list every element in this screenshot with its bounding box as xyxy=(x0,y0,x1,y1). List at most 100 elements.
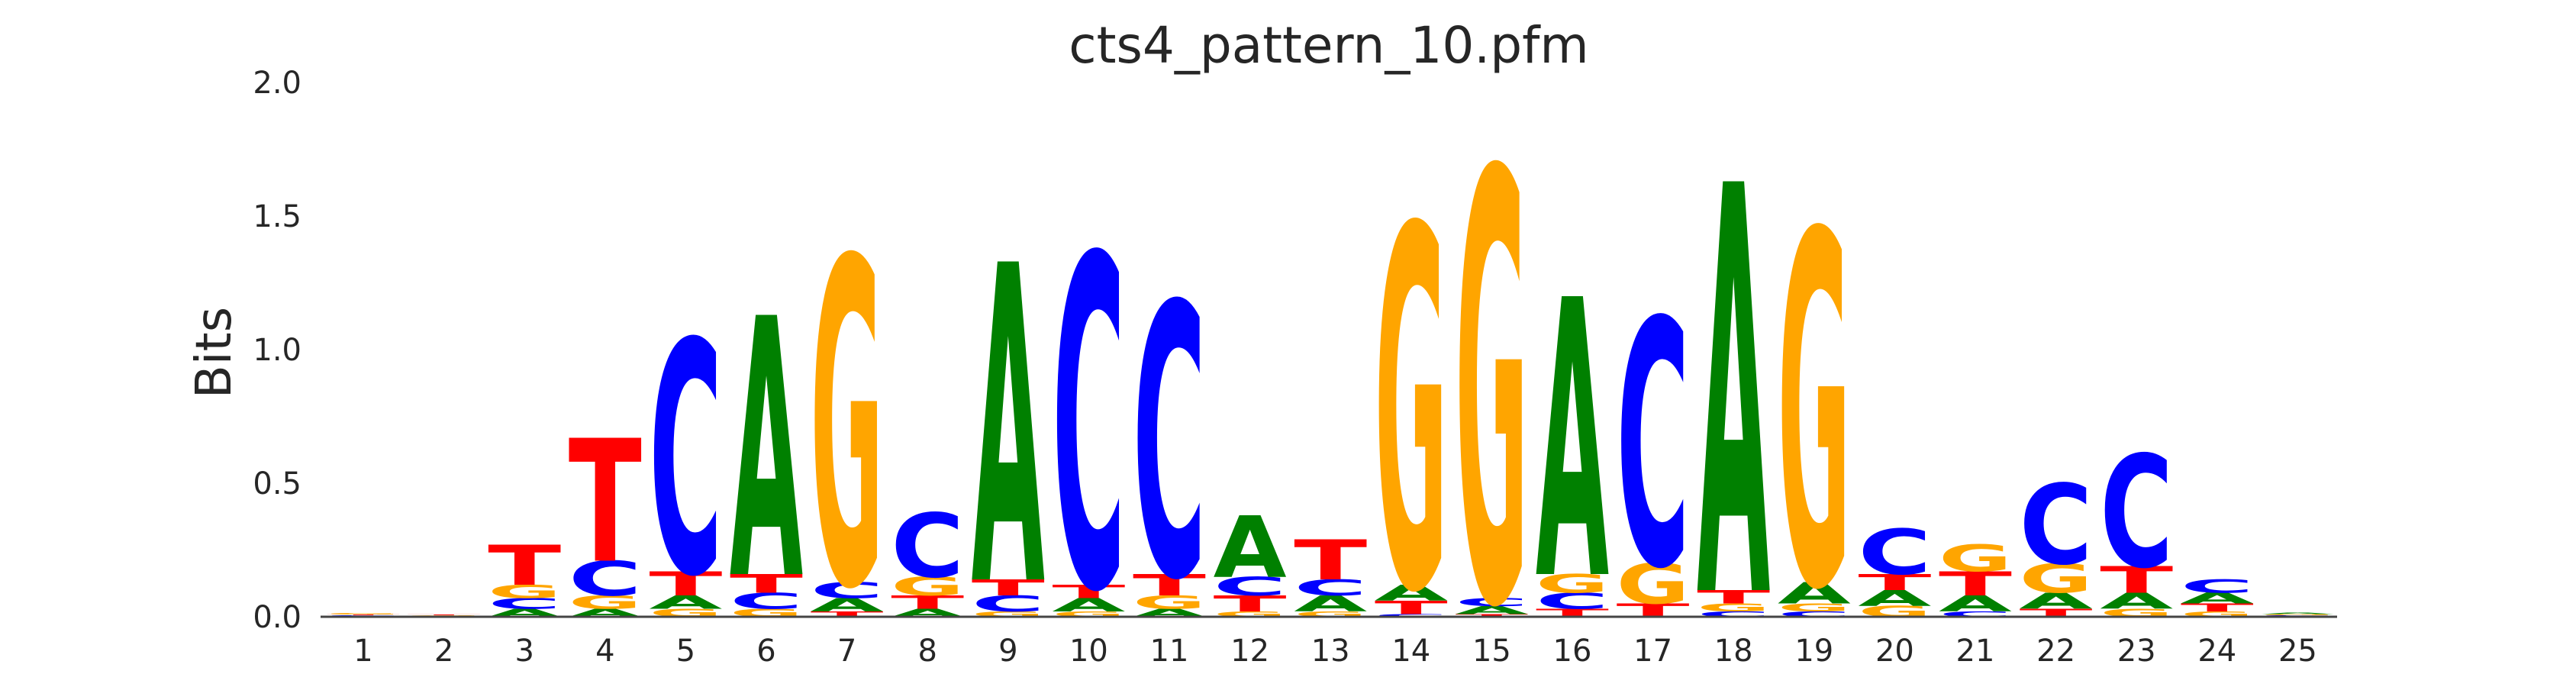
logo-letter-G: G xyxy=(2261,614,2334,615)
logo-letter-A: A xyxy=(730,246,804,659)
logo-letter-T: T xyxy=(972,575,1045,600)
logo-letter-C: C xyxy=(2181,576,2254,598)
logo-letter-G: G xyxy=(1778,602,1851,614)
logo-letter-T: T xyxy=(891,592,964,613)
x-tick-label: 18 xyxy=(1714,634,1753,669)
logo-letter-C: C xyxy=(1214,572,1287,602)
logo-letter-C: C xyxy=(649,276,722,647)
logo-letter-A: A xyxy=(2181,590,2254,607)
logo-letter-T: T xyxy=(1133,569,1206,603)
logo-letter-A: A xyxy=(1858,585,1931,611)
x-tick-label: 25 xyxy=(2278,634,2317,669)
x-tick-label: 17 xyxy=(1633,634,1672,669)
logo-letter-A: A xyxy=(811,595,884,616)
logo-letter-C: C xyxy=(1133,227,1206,663)
x-tick-label: 6 xyxy=(756,634,775,669)
logo-letter-T: T xyxy=(327,614,400,616)
logo-letter-C: C xyxy=(1697,610,1770,618)
logo-letter-G: G xyxy=(2020,556,2093,602)
logo-letter-T: T xyxy=(2100,559,2173,602)
logo-letter-C: C xyxy=(2261,615,2334,617)
x-tick-label: 4 xyxy=(595,634,614,669)
logo-letter-C: C xyxy=(1536,589,1609,614)
logo-letter-A: A xyxy=(1052,595,1125,616)
logo-letter-C: C xyxy=(327,615,400,617)
logo-letter-C: C xyxy=(891,496,964,598)
logo-stacks: ACTGACGTACGTAGCTGATCGCTATACGATGCGCTAGATC… xyxy=(327,52,2335,687)
logo-letter-A: A xyxy=(1697,70,1771,687)
logo-letter-C: C xyxy=(730,589,803,614)
logo-letter-T: T xyxy=(1375,597,1448,618)
logo-letter-T: T xyxy=(1052,581,1125,602)
logo-letter-T: T xyxy=(1294,529,1367,593)
logo-letter-C: C xyxy=(2100,424,2173,603)
x-tick-label: 8 xyxy=(917,634,937,669)
logo-letter-T: T xyxy=(1858,569,1931,595)
y-tick-label: 0.0 xyxy=(253,600,301,635)
y-tick-label: 0.5 xyxy=(253,466,301,502)
logo-letter-A: A xyxy=(2261,612,2334,614)
logo-letter-A: A xyxy=(1939,591,2012,617)
logo-letter-C: C xyxy=(1375,614,1448,618)
logo-letter-A: A xyxy=(1214,498,1287,597)
logo-letter-G: G xyxy=(1617,553,1690,617)
logo-letter-G: G xyxy=(811,167,884,687)
logo-letter-C: C xyxy=(811,578,884,603)
x-tick-label: 1 xyxy=(353,634,372,669)
logo-letter-T: T xyxy=(811,610,884,618)
logo-letter-G: G xyxy=(1778,134,1851,687)
logo-letter-G: G xyxy=(1133,592,1206,613)
logo-letter-G: G xyxy=(1939,537,2012,580)
x-tick-label: 20 xyxy=(1875,634,1914,669)
logo-letter-A: A xyxy=(972,176,1046,683)
logo-letter-G: G xyxy=(1375,126,1448,687)
logo-letter-C: C xyxy=(569,552,642,607)
logo-letter-A: A xyxy=(1536,220,1610,664)
x-tick-label: 3 xyxy=(514,634,534,669)
x-tick-label: 22 xyxy=(2036,634,2075,669)
x-tick-label: 14 xyxy=(1391,634,1430,669)
logo-letter-G: G xyxy=(327,613,400,615)
logo-letter-A: A xyxy=(2100,589,2173,614)
logo-letter-G: G xyxy=(2181,610,2254,618)
logo-letter-G: G xyxy=(488,581,561,602)
logo-letter-T: T xyxy=(569,404,642,601)
x-tick-label: 16 xyxy=(1553,634,1592,669)
x-tick-label: 10 xyxy=(1069,634,1108,669)
logo-letter-T: T xyxy=(1455,614,1528,618)
logo-letter-G: G xyxy=(972,610,1045,618)
logo-letter-A: A xyxy=(649,592,722,613)
logo-letter-C: C xyxy=(1455,596,1528,609)
logo-letter-G: G xyxy=(1214,610,1287,618)
y-tick-label: 1.5 xyxy=(253,199,301,234)
x-tick-label: 19 xyxy=(1794,634,1833,669)
y-tick-label: 2.0 xyxy=(253,66,301,101)
x-tick-label: 15 xyxy=(1472,634,1511,669)
logo-letter-T: T xyxy=(649,565,722,604)
y-axis-label: Bits xyxy=(186,307,243,398)
x-tick-label: 5 xyxy=(676,634,695,669)
logo-letter-C: C xyxy=(972,592,1045,617)
logo-letter-G: G xyxy=(408,615,481,616)
logo-letter-T: T xyxy=(408,614,481,616)
logo-letter-A: A xyxy=(1294,591,1367,617)
logo-letter-T: T xyxy=(488,534,561,598)
x-tick-label: 23 xyxy=(2117,634,2156,669)
y-axis-ticks: 0.0 0.5 1.0 1.5 2.0 xyxy=(253,66,301,635)
